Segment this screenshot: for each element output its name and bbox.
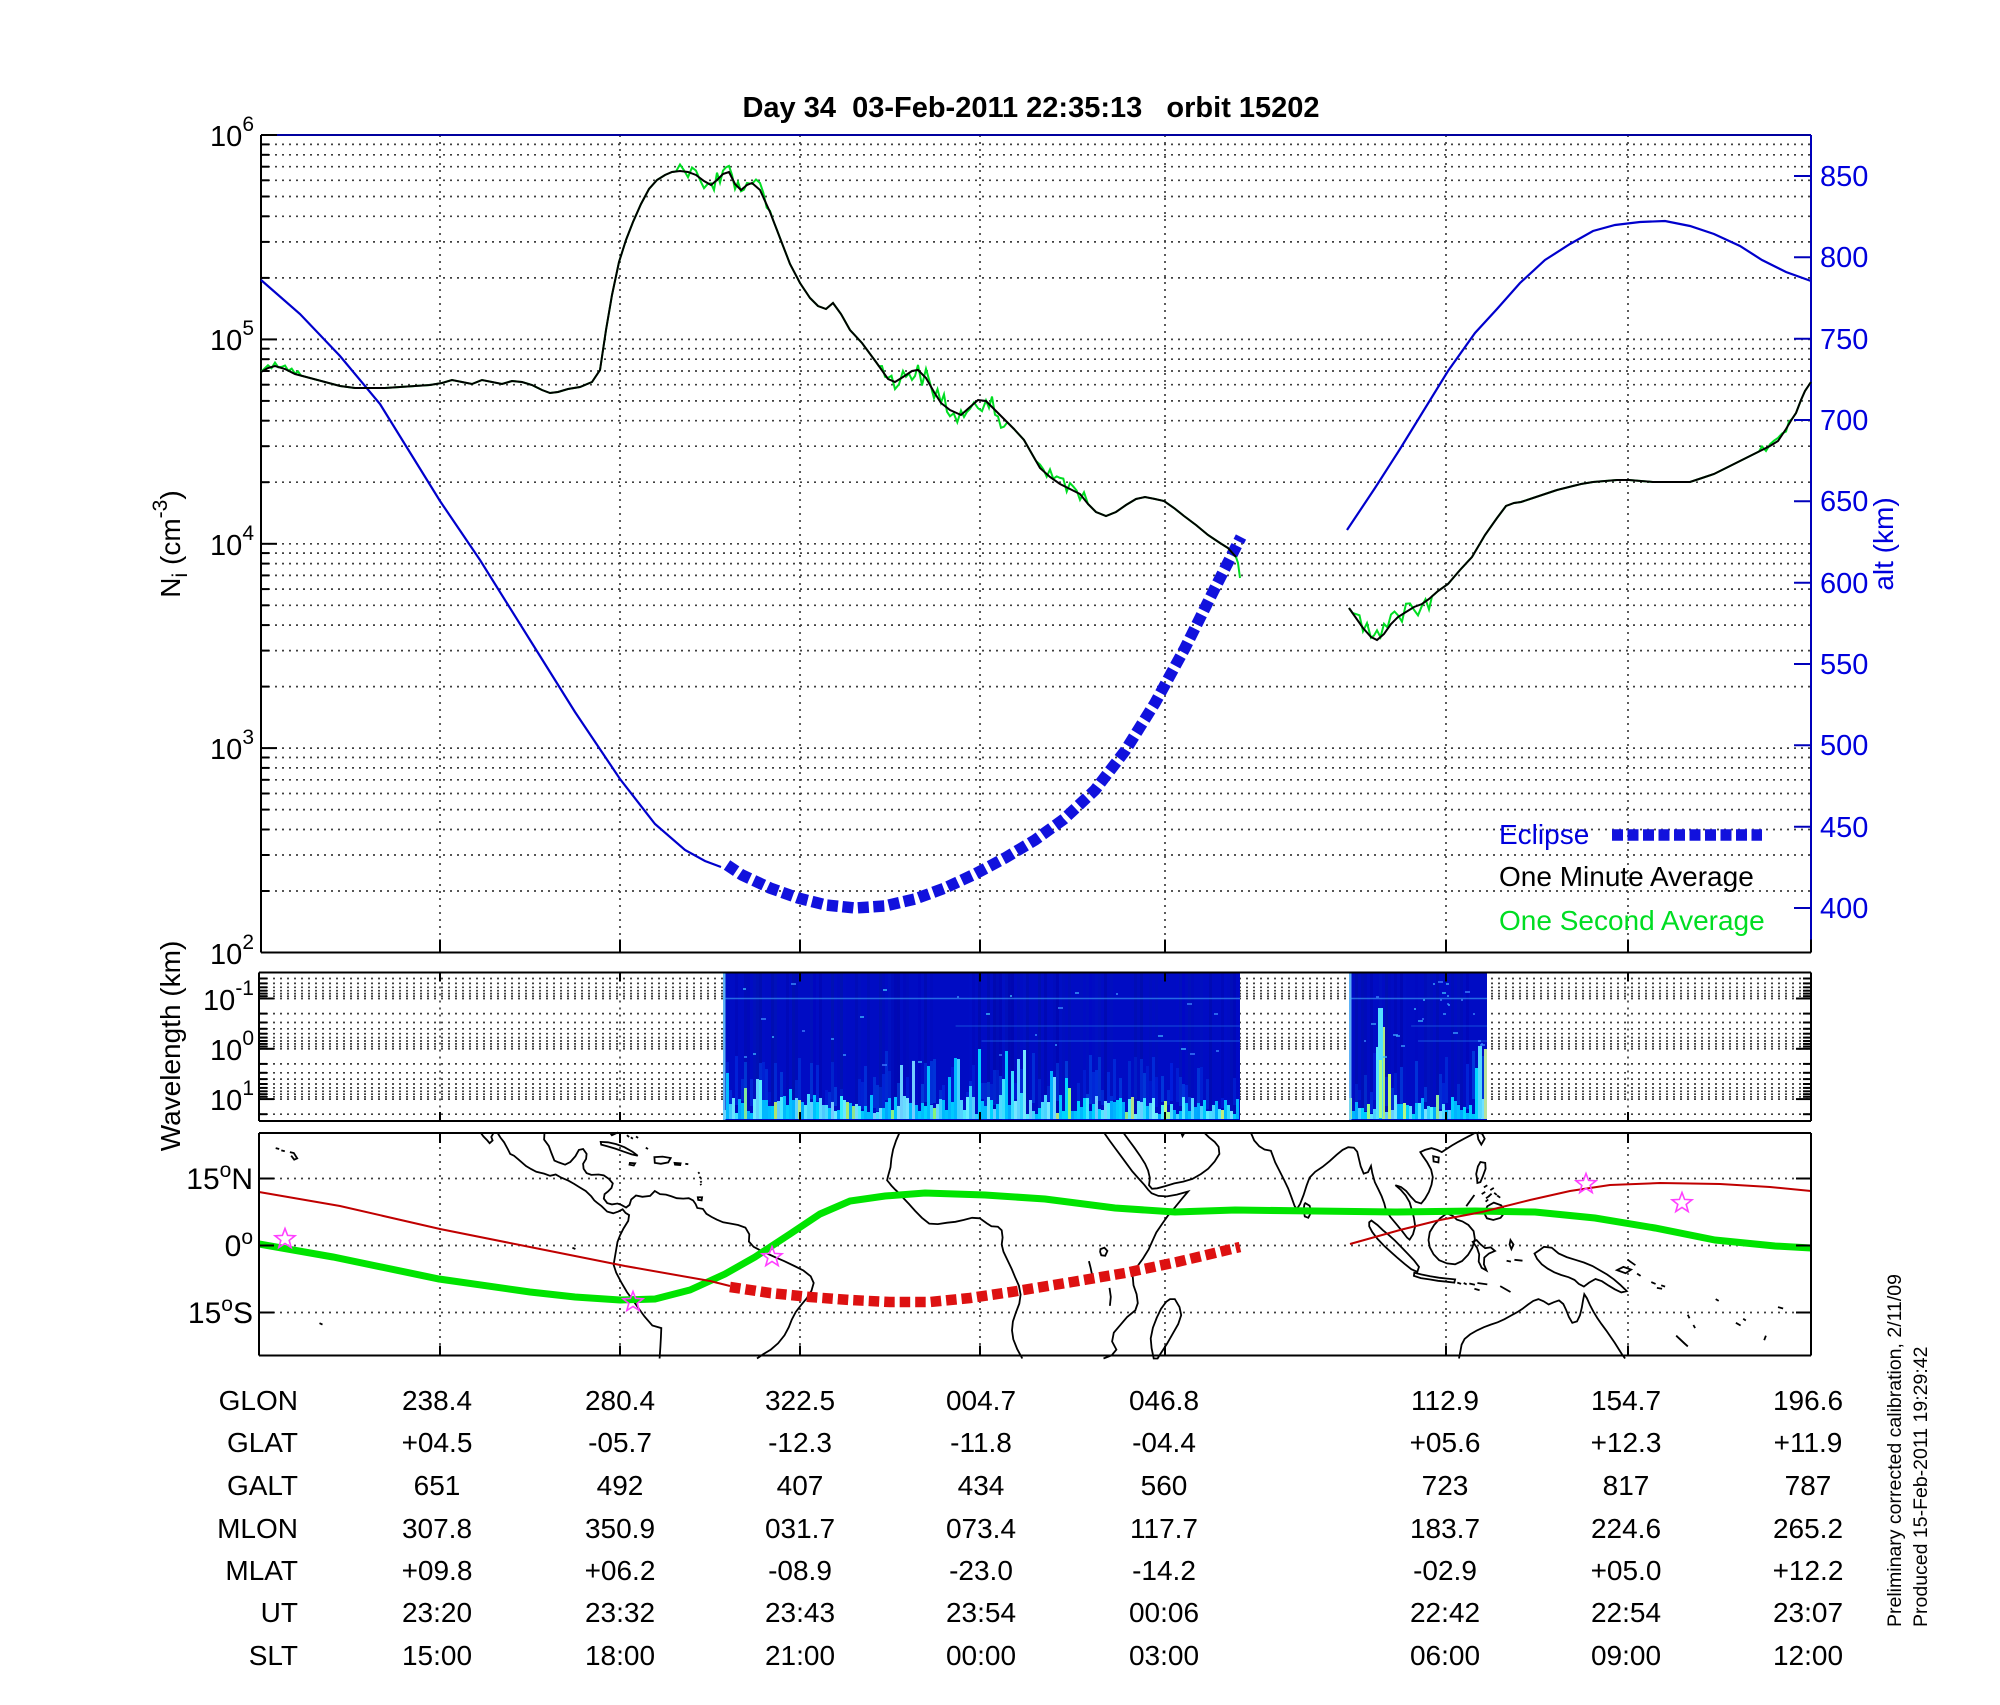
- svg-text:004.7: 004.7: [946, 1385, 1016, 1416]
- svg-text:492: 492: [597, 1470, 644, 1501]
- svg-text:-23.0: -23.0: [949, 1555, 1013, 1586]
- svg-text:Preliminary corrected calibrat: Preliminary corrected calibration, 2/11/…: [1884, 1274, 1906, 1627]
- svg-text:06:00: 06:00: [1410, 1640, 1480, 1671]
- svg-text:15oS: 15oS: [188, 1293, 253, 1330]
- svg-text:-11.8: -11.8: [950, 1427, 1012, 1458]
- svg-text:560: 560: [1141, 1470, 1188, 1501]
- svg-text:400: 400: [1820, 893, 1868, 925]
- svg-text:-12.3: -12.3: [768, 1427, 832, 1458]
- svg-text:Eclipse: Eclipse: [1499, 819, 1589, 850]
- svg-text:280.4: 280.4: [585, 1385, 655, 1416]
- svg-text:MLAT: MLAT: [225, 1555, 298, 1586]
- svg-text:09:00: 09:00: [1591, 1640, 1661, 1671]
- svg-text:103: 103: [210, 726, 254, 766]
- svg-text:112.9: 112.9: [1411, 1385, 1479, 1416]
- svg-text:350.9: 350.9: [585, 1513, 655, 1544]
- svg-text:+05.6: +05.6: [1410, 1427, 1481, 1458]
- svg-text:450: 450: [1820, 812, 1868, 844]
- svg-text:+04.5: +04.5: [402, 1427, 473, 1458]
- svg-text:787: 787: [1785, 1470, 1832, 1501]
- svg-text:817: 817: [1603, 1470, 1650, 1501]
- svg-text:+11.9: +11.9: [1774, 1427, 1843, 1458]
- svg-text:650: 650: [1820, 486, 1868, 518]
- svg-text:196.6: 196.6: [1773, 1385, 1843, 1416]
- svg-text:073.4: 073.4: [946, 1513, 1016, 1544]
- svg-text:104: 104: [210, 522, 254, 562]
- svg-text:723: 723: [1422, 1470, 1469, 1501]
- svg-text:Day 34 03-Feb-2011 22:35:13: Day 34 03-Feb-2011 22:35:13 orbit 15202: [742, 92, 1319, 124]
- svg-text:+12.3: +12.3: [1591, 1427, 1662, 1458]
- svg-text:00:00: 00:00: [946, 1640, 1016, 1671]
- svg-text:434: 434: [958, 1470, 1005, 1501]
- svg-text:651: 651: [414, 1470, 461, 1501]
- svg-text:407: 407: [777, 1470, 824, 1501]
- svg-text:117.7: 117.7: [1130, 1513, 1198, 1544]
- svg-text:100: 100: [210, 1027, 254, 1067]
- svg-text:-02.9: -02.9: [1413, 1555, 1477, 1586]
- svg-text:105: 105: [210, 317, 254, 357]
- svg-text:+05.0: +05.0: [1591, 1555, 1662, 1586]
- svg-text:106: 106: [210, 113, 254, 153]
- svg-text:15oN: 15oN: [186, 1159, 253, 1196]
- svg-text:238.4: 238.4: [402, 1385, 472, 1416]
- svg-text:101: 101: [210, 1077, 254, 1117]
- svg-text:Produced 15-Feb-2011 19:29:42: Produced 15-Feb-2011 19:29:42: [1910, 1347, 1932, 1627]
- svg-text:22:42: 22:42: [1410, 1597, 1480, 1628]
- svg-text:One Second Average: One Second Average: [1499, 905, 1765, 936]
- svg-text:Wavelength (km): Wavelength (km): [155, 941, 186, 1152]
- svg-text:MLON: MLON: [217, 1513, 298, 1544]
- svg-text:+12.2: +12.2: [1773, 1555, 1844, 1586]
- svg-text:23:20: 23:20: [402, 1597, 472, 1628]
- svg-text:18:00: 18:00: [585, 1640, 655, 1671]
- svg-text:-04.4: -04.4: [1132, 1427, 1196, 1458]
- svg-text:850: 850: [1820, 161, 1868, 193]
- svg-text:700: 700: [1820, 405, 1868, 437]
- svg-text:307.8: 307.8: [402, 1513, 472, 1544]
- svg-text:-08.9: -08.9: [768, 1555, 832, 1586]
- svg-text:GLAT: GLAT: [227, 1427, 298, 1458]
- svg-text:154.7: 154.7: [1591, 1385, 1661, 1416]
- svg-text:23:43: 23:43: [765, 1597, 835, 1628]
- svg-text:224.6: 224.6: [1591, 1513, 1661, 1544]
- svg-text:322.5: 322.5: [765, 1385, 835, 1416]
- svg-text:800: 800: [1820, 242, 1868, 274]
- svg-text:031.7: 031.7: [765, 1513, 835, 1544]
- svg-text:23:32: 23:32: [585, 1597, 655, 1628]
- svg-text:21:00: 21:00: [765, 1640, 835, 1671]
- svg-text:10-1: 10-1: [203, 977, 254, 1017]
- svg-text:UT: UT: [261, 1597, 298, 1628]
- svg-text:15:00: 15:00: [402, 1640, 472, 1671]
- svg-text:750: 750: [1820, 324, 1868, 356]
- svg-text:22:54: 22:54: [1591, 1597, 1661, 1628]
- svg-text:600: 600: [1820, 568, 1868, 600]
- svg-text:GLON: GLON: [219, 1385, 298, 1416]
- svg-text:550: 550: [1820, 649, 1868, 681]
- svg-text:SLT: SLT: [249, 1640, 298, 1671]
- svg-text:102: 102: [210, 931, 254, 971]
- svg-text:046.8: 046.8: [1129, 1385, 1199, 1416]
- svg-text:00:06: 00:06: [1129, 1597, 1199, 1628]
- svg-text:500: 500: [1820, 730, 1868, 762]
- svg-text:GALT: GALT: [227, 1470, 298, 1501]
- svg-text:-14.2: -14.2: [1132, 1555, 1196, 1586]
- svg-text:265.2: 265.2: [1773, 1513, 1843, 1544]
- svg-text:23:54: 23:54: [946, 1597, 1016, 1628]
- svg-text:183.7: 183.7: [1410, 1513, 1480, 1544]
- svg-text:One Minute Average: One Minute Average: [1499, 861, 1754, 892]
- svg-text:alt (km): alt (km): [1868, 497, 1899, 590]
- svg-text:12:00: 12:00: [1773, 1640, 1843, 1671]
- svg-text:03:00: 03:00: [1129, 1640, 1199, 1671]
- svg-text:23:07: 23:07: [1773, 1597, 1843, 1628]
- svg-text:+09.8: +09.8: [402, 1555, 473, 1586]
- svg-text:-05.7: -05.7: [588, 1427, 652, 1458]
- svg-text:+06.2: +06.2: [585, 1555, 656, 1586]
